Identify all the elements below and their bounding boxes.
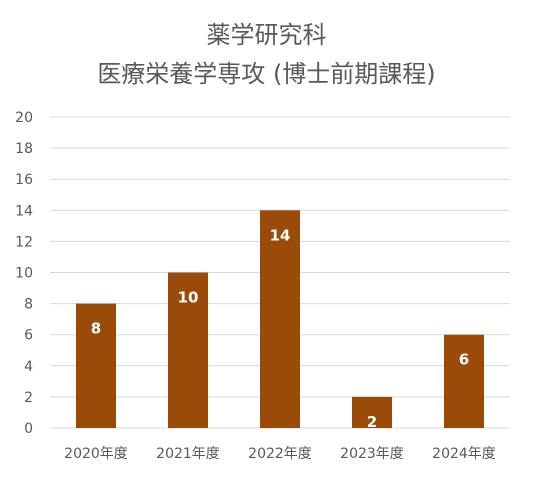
y-tick-label: 8 [24, 297, 33, 313]
x-tick-label: 2023年度 [340, 446, 404, 462]
x-tick-label: 2022年度 [248, 446, 312, 462]
x-axis-tick-labels: 2020年度 2021年度 2022年度 2023年度 2024年度 [64, 446, 496, 462]
bar [444, 334, 484, 428]
chart-title-line-1: 薬学研究科 [206, 21, 327, 49]
bars [76, 210, 484, 428]
bar [76, 303, 116, 428]
x-tick-label: 2021年度 [156, 446, 220, 462]
y-tick-label: 2 [24, 390, 33, 406]
y-tick-label: 10 [15, 266, 33, 282]
y-tick-label: 20 [15, 110, 33, 126]
bar [260, 210, 300, 428]
y-tick-label: 18 [15, 141, 33, 157]
x-tick-label: 2020年度 [64, 446, 128, 462]
bar [352, 396, 392, 428]
y-axis-tick-labels: 0 2 4 6 8 10 12 14 16 18 20 [15, 110, 33, 437]
data-label: 10 [178, 289, 199, 307]
data-labels: 8 10 14 2 6 [91, 226, 469, 431]
x-tick-label: 2024年度 [432, 446, 496, 462]
data-label: 6 [459, 351, 469, 369]
y-tick-label: 4 [24, 359, 33, 375]
y-tick-label: 6 [24, 328, 33, 344]
y-tick-label: 16 [15, 172, 33, 188]
data-label: 14 [270, 226, 291, 244]
data-label: 8 [91, 320, 101, 338]
bar [168, 272, 208, 428]
data-label: 2 [367, 413, 377, 431]
y-tick-label: 12 [15, 234, 33, 250]
chart-title-line-2: 医療栄養学専攻 (博士前期課程) [97, 60, 436, 88]
y-tick-label: 0 [24, 421, 33, 437]
y-tick-label: 14 [15, 203, 33, 219]
